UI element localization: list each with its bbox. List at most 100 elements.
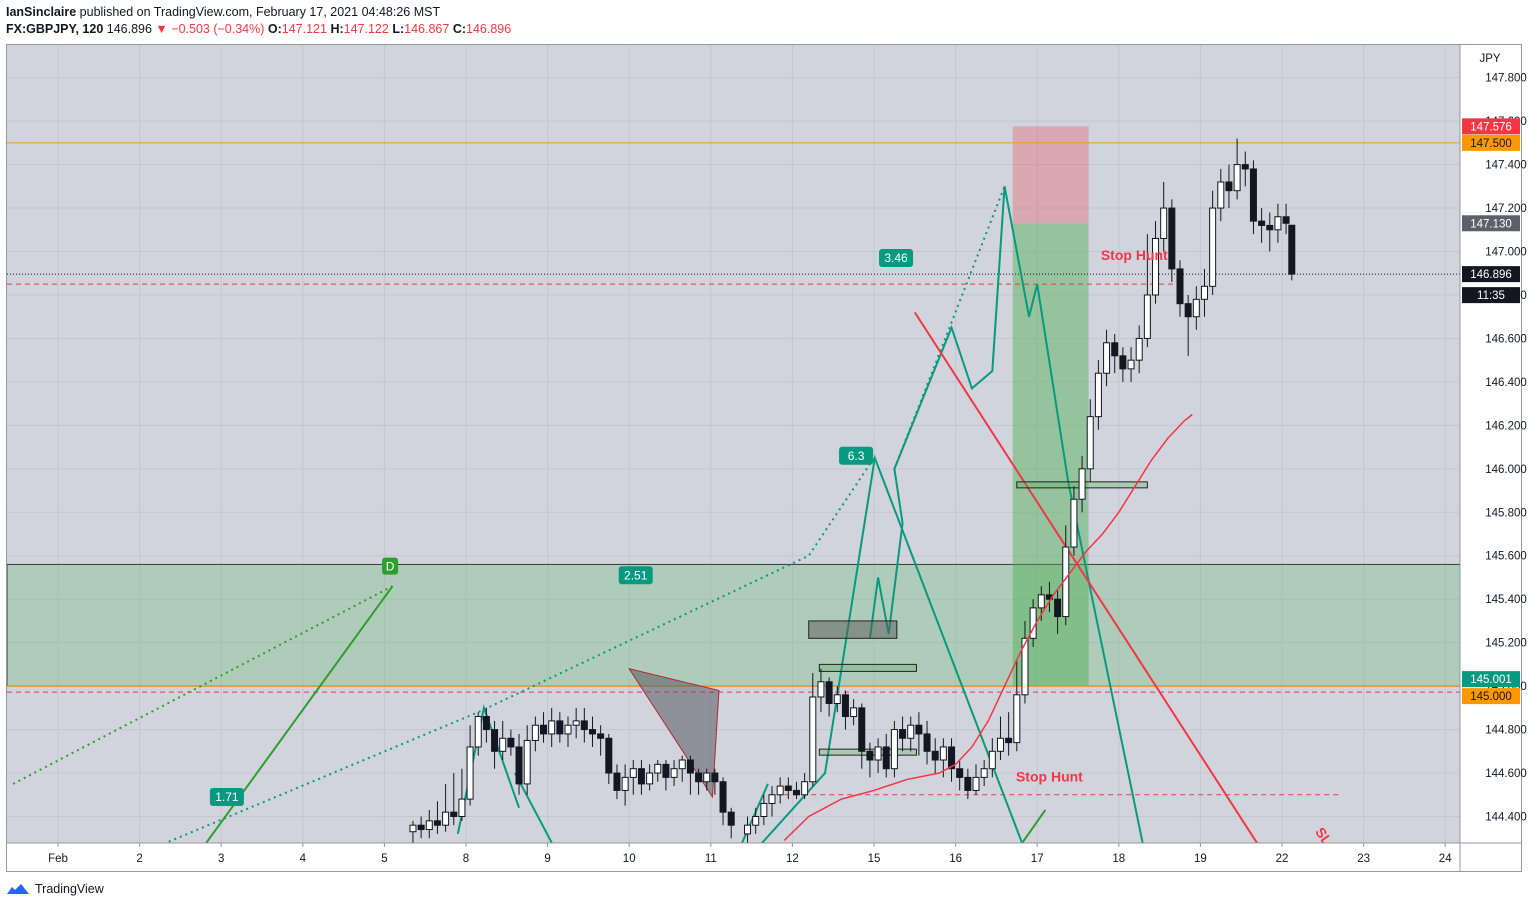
- candle-body: [629, 768, 637, 778]
- candle-body: [744, 824, 752, 835]
- red-trendline: [913, 311, 1259, 843]
- footer: TradingView: [6, 882, 104, 896]
- y-tick-label: 147.200: [1485, 203, 1527, 215]
- candle-body: [890, 729, 898, 770]
- tradingview-logo-icon: [7, 884, 29, 894]
- author-name[interactable]: IanSinclaire: [6, 5, 77, 19]
- candle-body: [703, 772, 711, 783]
- x-tick-label: 5: [381, 853, 387, 865]
- x-tick-label: 17: [1031, 853, 1044, 865]
- candle-body: [1184, 303, 1192, 318]
- candle-body: [466, 746, 474, 800]
- brand-name[interactable]: TradingView: [35, 882, 104, 896]
- candle-body: [1282, 216, 1290, 224]
- candle-body: [654, 763, 662, 774]
- price-label: 145.001: [1470, 674, 1512, 686]
- candle-body: [1013, 694, 1021, 744]
- y-tick-label: 147.800: [1485, 73, 1527, 85]
- candle-body: [588, 729, 596, 735]
- point-d-badge: [382, 557, 399, 575]
- candle-body: [1054, 598, 1062, 618]
- open-value: 147.121: [281, 22, 327, 36]
- candle-body: [621, 776, 629, 791]
- candle-body: [1225, 181, 1233, 192]
- candle-body: [1070, 498, 1078, 548]
- publish-info: IanSinclaire published on TradingView.co…: [6, 5, 440, 19]
- candle-body: [1143, 294, 1151, 339]
- point-d-label: D: [386, 560, 395, 574]
- candle-body: [719, 781, 727, 813]
- x-tick-label: 12: [786, 853, 799, 865]
- candle-body: [776, 785, 784, 796]
- candle-body: [548, 720, 556, 735]
- time-axis[interactable]: Feb 2 3 4 5 8 9 10 11 12 15 16 17 18 19 22 23 24: [48, 843, 1452, 865]
- price-axis[interactable]: 144.400144.600144.800145.000145.200145.4…: [1485, 73, 1527, 824]
- candle-body: [425, 820, 433, 831]
- high-value: 147.122: [343, 22, 389, 36]
- moving-average-line: [783, 413, 1193, 841]
- candle-body: [833, 694, 841, 705]
- y-tick-label: 145.400: [1485, 594, 1527, 606]
- candle-body: [580, 720, 588, 731]
- candle-body: [637, 768, 645, 785]
- x-tick-label: 23: [1357, 853, 1370, 865]
- candle-body: [1103, 342, 1111, 374]
- x-tick-label: 18: [1112, 853, 1125, 865]
- last-price: 146.896: [106, 22, 152, 36]
- change-value: −0.503 (−0.34%): [171, 22, 265, 36]
- price-label-bg: [1462, 287, 1520, 304]
- price-label: 145.000: [1470, 691, 1512, 703]
- x-tick-label: 22: [1276, 853, 1289, 865]
- candle-body: [482, 716, 490, 731]
- ratio-badge: [839, 446, 874, 465]
- candle-body: [564, 724, 572, 735]
- pattern-xabcd: [760, 454, 1024, 843]
- candle-body: [727, 811, 735, 826]
- y-tick-label: 145.200: [1485, 638, 1527, 650]
- x-tick-label: 9: [544, 853, 550, 865]
- candle-body: [711, 772, 719, 783]
- candle-body: [1192, 298, 1200, 318]
- candle-body: [1266, 224, 1274, 231]
- candle-body: [695, 772, 703, 783]
- candle-body: [409, 824, 417, 833]
- candle-body: [882, 746, 890, 770]
- price-label-bg: [1462, 118, 1520, 135]
- chart-frame: [6, 44, 1522, 872]
- candle-body: [1127, 359, 1135, 370]
- symbol-legend: FX:GBPJPY, 120 146.896 ▼ −0.503 (−0.34%)…: [6, 22, 511, 36]
- y-tick-label: 145.800: [1485, 507, 1527, 519]
- wedge-pattern: [628, 667, 720, 799]
- candle-body: [801, 781, 809, 796]
- candle-body: [613, 772, 621, 791]
- candle-body: [752, 816, 760, 826]
- price-label-bg: [1462, 134, 1520, 151]
- low-label: L:: [392, 22, 405, 36]
- stop-hunt-label-upper: Stop Hunt: [1101, 247, 1168, 263]
- currency-label: JPY: [1479, 53, 1500, 65]
- candle-body: [523, 739, 531, 785]
- candle-body: [1200, 285, 1208, 300]
- candle-body: [540, 724, 548, 735]
- candle-body: [605, 737, 613, 774]
- candle-body: [556, 720, 564, 735]
- x-tick-label: 2: [136, 853, 142, 865]
- candle-body: [1021, 637, 1029, 696]
- demand-zone: [7, 563, 1460, 687]
- price-label: 11:35: [1477, 290, 1505, 302]
- candle-body: [1160, 207, 1168, 239]
- candle-body: [1258, 220, 1266, 226]
- price-label-bg: [1462, 671, 1520, 688]
- candles-layer: [409, 138, 1296, 843]
- candle-body: [907, 724, 915, 739]
- candle-body: [841, 694, 849, 718]
- candle-body: [899, 729, 907, 739]
- candle-body: [939, 746, 947, 761]
- ratio-badge-label: 1.71: [215, 790, 239, 804]
- ratio-badge: [209, 787, 244, 806]
- ratio-badge: [879, 249, 914, 268]
- candle-body: [996, 737, 1004, 752]
- ratio-badge-label: 2.51: [624, 568, 648, 582]
- low-value: 146.867: [404, 22, 450, 36]
